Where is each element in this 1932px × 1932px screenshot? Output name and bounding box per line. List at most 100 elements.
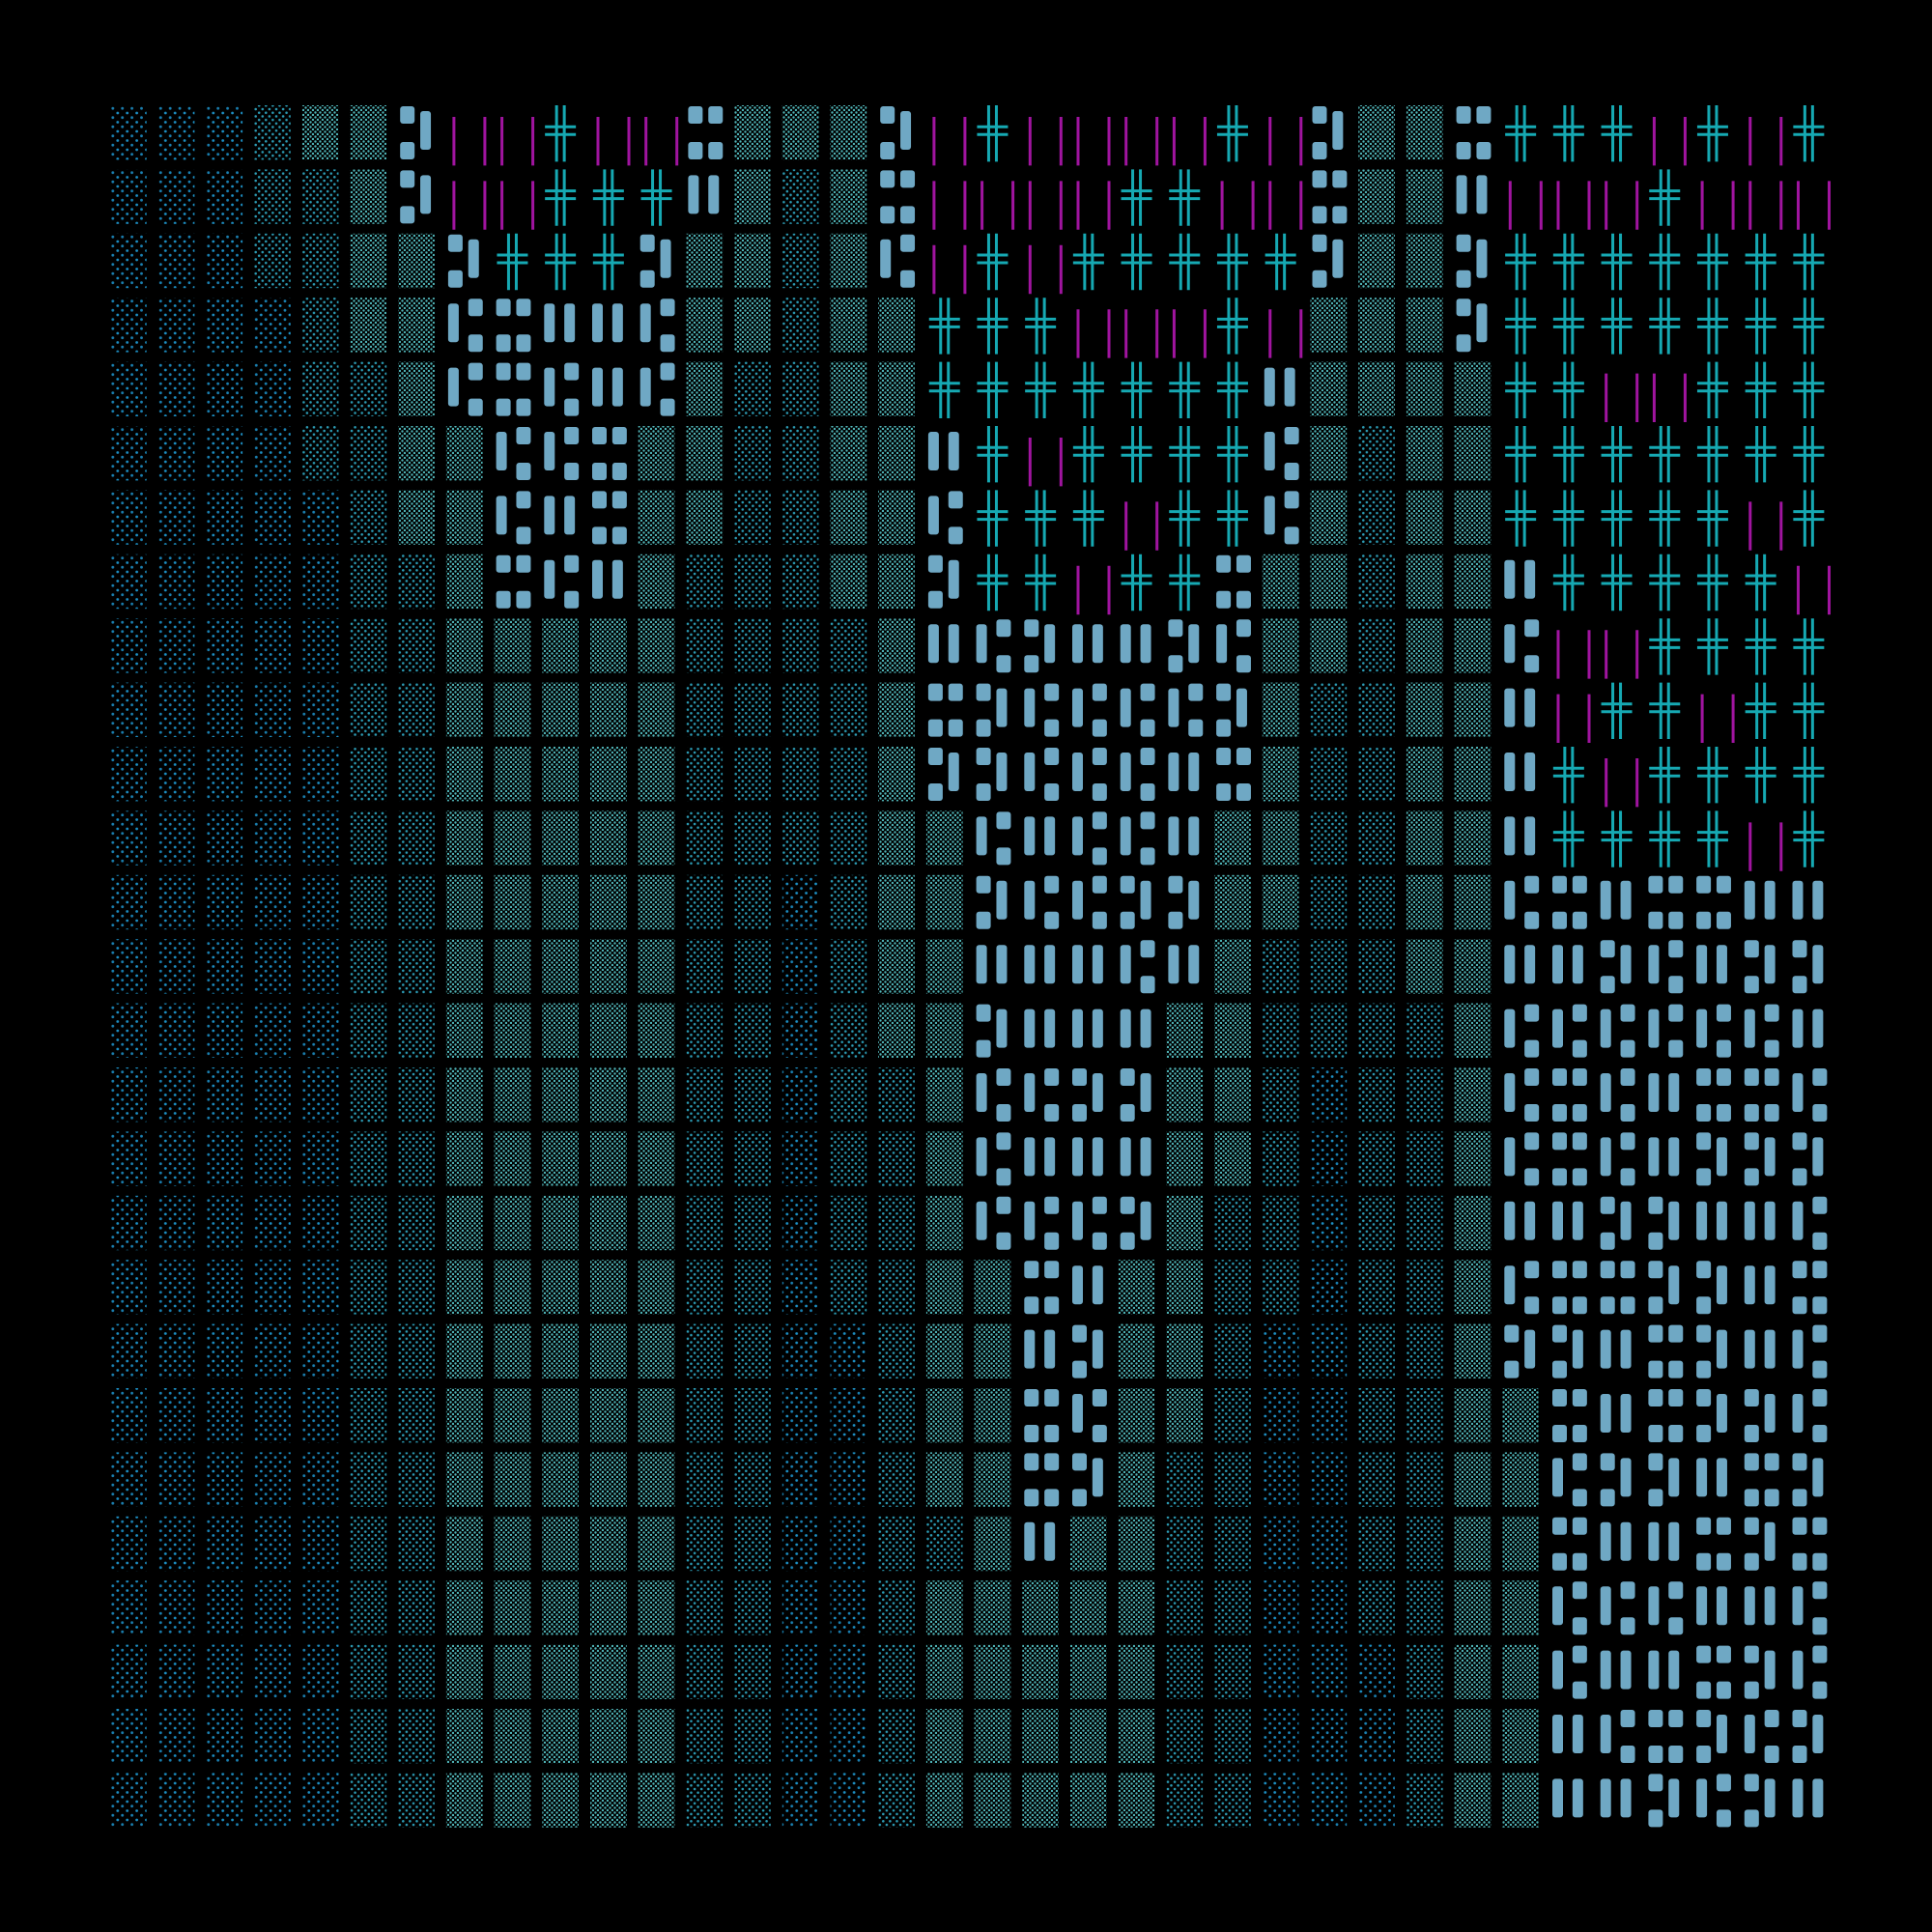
dot-tile [350,361,387,416]
block [1168,753,1179,791]
block [1572,1425,1587,1442]
dot-tile [1262,1388,1299,1443]
dot-tile [494,747,531,802]
block [1744,1715,1755,1753]
block [496,590,511,609]
dot-tile [254,1195,291,1251]
block [1668,976,1684,994]
block [496,298,511,317]
block [1024,945,1036,984]
block [1572,1489,1587,1507]
block [1072,624,1083,664]
block [1120,1196,1135,1214]
block [1504,816,1516,856]
block [1264,496,1275,535]
cross [1121,361,1152,418]
block [1504,945,1516,984]
block [1792,940,1807,958]
dot-tile [1310,426,1348,481]
dot-tile [686,1388,724,1443]
dot-tile [1262,939,1299,994]
dot-tile [686,810,724,866]
dot-tile [734,1195,771,1251]
block [1044,875,1060,894]
block [1504,1360,1520,1378]
block [400,170,415,188]
dot-tile [542,1580,579,1635]
dot-tile [974,1516,1011,1572]
block [1668,1360,1684,1378]
block [1552,1324,1567,1343]
block [1668,911,1684,929]
cross [1601,426,1633,483]
stripe [932,117,967,166]
block [1668,1137,1680,1177]
dot-tile [638,682,675,737]
dot-tile [734,1323,771,1378]
dot-tile [638,747,675,802]
block [1120,753,1131,791]
block [1140,1201,1151,1240]
block [1620,1004,1635,1022]
block [1600,1453,1615,1471]
dot-tile [110,426,147,481]
dot-tile [830,1195,867,1251]
block [496,362,511,381]
cross [1649,426,1681,483]
block [900,234,916,252]
block [1792,1778,1804,1818]
block [1764,880,1776,920]
dot-tile [350,1131,387,1186]
block [1024,1137,1036,1177]
cross [1601,490,1633,547]
block [1476,175,1488,214]
block [976,1073,987,1112]
block [592,427,607,444]
block [1456,334,1471,353]
block [1524,1261,1540,1279]
block [1764,1586,1776,1626]
dot-tile [878,1709,915,1764]
dot-tile [734,426,771,481]
cross [1121,233,1152,291]
dot-tile [781,361,819,416]
dot-tile [301,939,339,994]
dot-tile [206,1580,243,1635]
block [447,270,463,288]
cross [1793,105,1825,162]
block [1620,1581,1635,1600]
block [1648,1232,1663,1250]
dot-tile [206,1516,243,1572]
block [1792,1552,1807,1571]
block [1456,142,1471,159]
block [1648,1521,1660,1561]
block [516,463,531,480]
cross [1552,105,1584,162]
block [1812,1137,1824,1177]
stripe [1076,565,1111,615]
dot-tile [110,105,147,160]
block [1140,1009,1151,1048]
cross [1601,810,1633,867]
block [1092,1196,1107,1214]
dot-tile [350,1067,387,1122]
dot-tile [398,554,435,610]
block [1648,1809,1663,1828]
dot-tile [1214,1644,1251,1699]
dot-tile [350,618,387,673]
dot-tile [734,747,771,802]
dot-tile [925,1516,963,1572]
cross [1552,233,1584,291]
dot-tile [1166,1260,1204,1315]
block [1332,206,1348,224]
dot-tile [925,1067,963,1122]
block [1188,753,1200,791]
block [1764,1650,1776,1690]
dot-tile [445,1323,483,1378]
dot-tile [734,361,771,416]
dot-tile [638,1067,675,1122]
block [1168,911,1183,929]
dot-tile [1214,1067,1251,1122]
block [1716,1645,1731,1663]
dot-tile [157,361,195,416]
